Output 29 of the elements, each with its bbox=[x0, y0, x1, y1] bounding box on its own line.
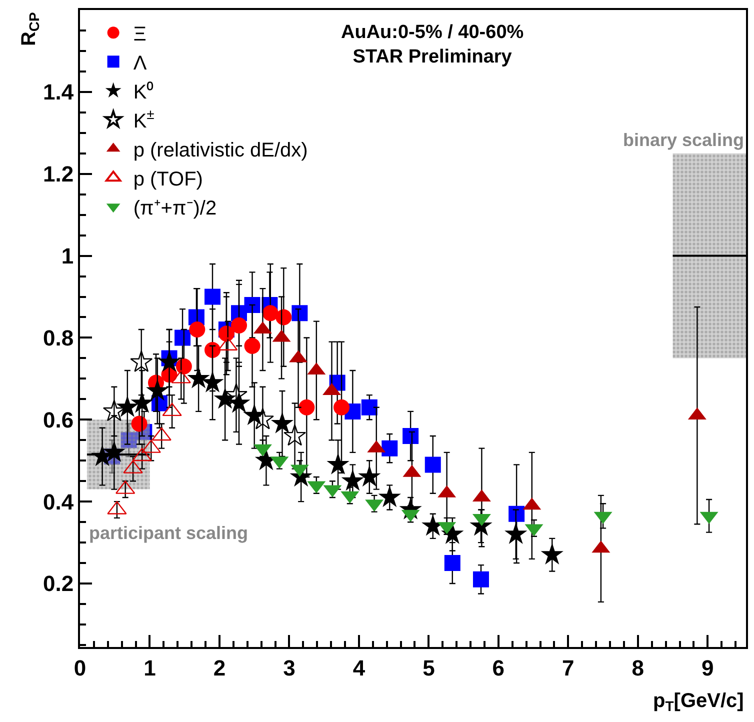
legend-label: (π⁺+π⁻)/2 bbox=[133, 197, 217, 220]
x-tick-label: 2 bbox=[213, 655, 226, 680]
x-tick-label: 6 bbox=[492, 655, 505, 680]
y-tick-label: 0.8 bbox=[43, 325, 74, 350]
x-tick-label: 5 bbox=[422, 655, 435, 680]
x-tick-label: 4 bbox=[352, 655, 366, 680]
legend-label: Ξ bbox=[133, 23, 146, 46]
y-tick-label: 1.2 bbox=[43, 162, 74, 187]
annotation: binary scaling bbox=[623, 130, 744, 150]
x-tick-label: 3 bbox=[283, 655, 296, 680]
legend-label: p (relativistic dE/dx) bbox=[133, 139, 308, 162]
text: STAR Preliminary bbox=[352, 46, 512, 68]
y-tick-label: 0.2 bbox=[43, 571, 74, 596]
x-tick-label: 0 bbox=[74, 655, 86, 680]
x-tick-label: 9 bbox=[702, 655, 714, 680]
legend-label: K$^{±}$ bbox=[133, 106, 155, 132]
legend-label: Λ bbox=[133, 52, 148, 74]
annotation: participant scaling bbox=[89, 523, 248, 543]
legend-label: K⁰ bbox=[133, 80, 154, 104]
y-tick-label: 1 bbox=[61, 243, 74, 268]
legend-label: p (TOF) bbox=[133, 168, 203, 190]
x-axis-title: p$_{T}$[GeV/c] bbox=[653, 690, 744, 714]
text: AuAu:0-5% / 40-60% bbox=[341, 22, 524, 43]
x-tick-label: 8 bbox=[632, 655, 644, 680]
y-tick-label: 0.6 bbox=[43, 407, 74, 432]
y-tick-label: 0.4 bbox=[43, 489, 74, 514]
x-tick-label: 7 bbox=[562, 655, 574, 680]
x-tick-label: 1 bbox=[144, 655, 156, 680]
y-tick-label: 1.4 bbox=[43, 80, 74, 105]
